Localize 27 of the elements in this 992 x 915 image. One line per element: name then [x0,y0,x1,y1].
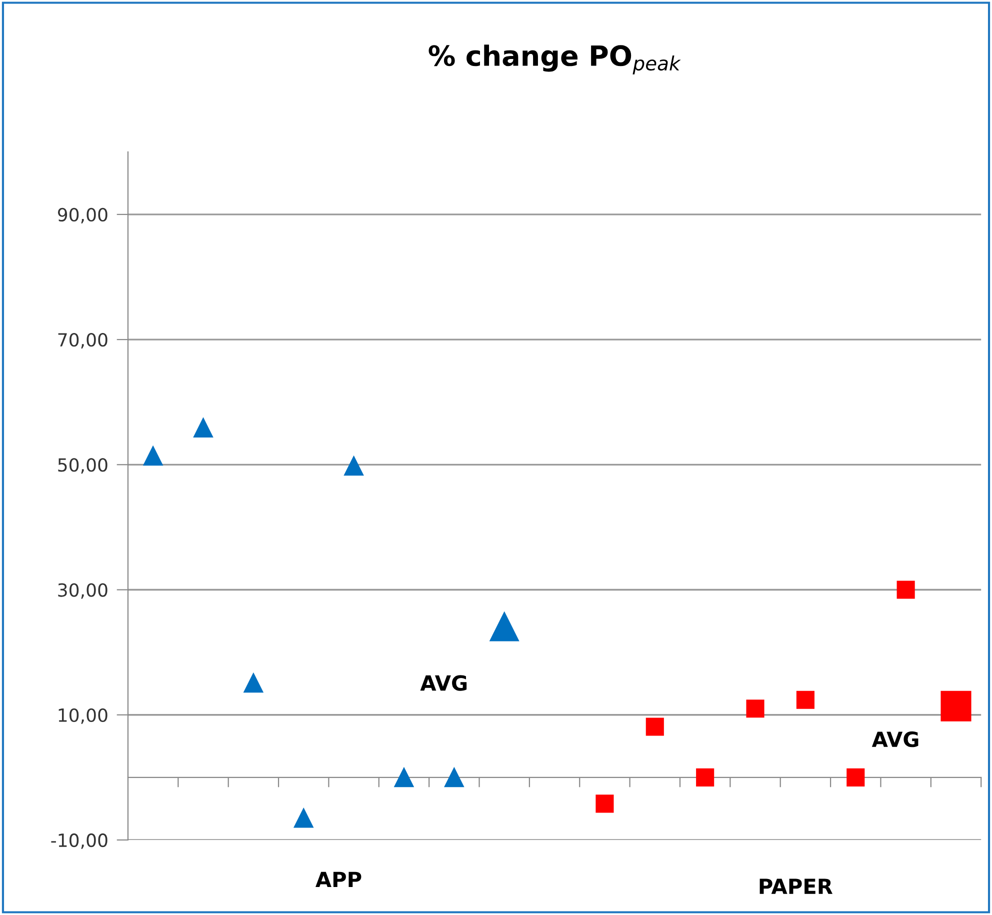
point [896,580,915,599]
point [596,794,614,813]
y-tick-label: 50,00 [58,458,108,474]
point [194,418,213,438]
point [244,673,264,693]
text: APP [316,872,362,888]
point [344,456,364,476]
point [646,718,664,736]
annotation: AVG [420,675,467,691]
point [746,700,764,718]
y-tick-label: -10,00 [51,833,108,849]
point [490,612,519,642]
y-tick-label: 30,00 [58,583,108,599]
point [846,768,865,786]
text: PAPER [760,878,833,894]
point [143,446,163,466]
y-tick-label: 90,00 [58,208,108,224]
point [394,768,414,788]
chart-title: % change PO$_{peak}$ [428,44,681,74]
y-tick-label: 10,00 [58,708,108,724]
point [796,690,814,709]
point [940,690,972,722]
annotation: AVG [872,731,918,748]
point [444,768,464,788]
point [294,808,314,828]
point [696,768,714,786]
y-tick-label: 70,00 [58,333,108,349]
